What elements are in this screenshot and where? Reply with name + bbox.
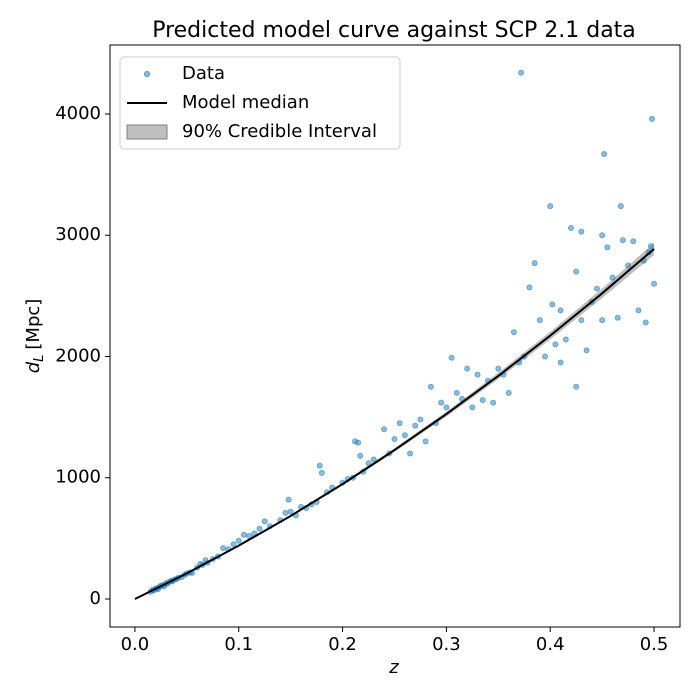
legend-label: Data xyxy=(182,63,225,84)
x-tick-label: 0.3 xyxy=(432,634,461,655)
data-point xyxy=(578,228,585,235)
data-point xyxy=(567,224,574,231)
data-point xyxy=(604,244,611,251)
y-tick-label: 2000 xyxy=(55,345,101,366)
data-point xyxy=(474,371,481,378)
data-point xyxy=(443,404,450,411)
y-tick-label: 4000 xyxy=(55,103,101,124)
legend-label: 90% Credible Interval xyxy=(182,121,377,142)
data-point xyxy=(617,203,624,210)
x-tick-label: 0.0 xyxy=(121,634,150,655)
data-point xyxy=(557,307,564,314)
x-tick-label: 0.5 xyxy=(640,634,669,655)
data-point xyxy=(547,203,554,210)
data-point xyxy=(573,268,580,275)
data-point xyxy=(526,284,533,291)
legend-marker xyxy=(126,124,168,140)
data-point xyxy=(316,462,323,469)
median-line xyxy=(134,248,655,600)
data-point xyxy=(246,532,253,539)
data-point xyxy=(614,314,621,321)
data-point xyxy=(630,238,637,245)
data-point xyxy=(505,389,512,396)
data-point xyxy=(562,336,569,343)
data-point xyxy=(401,432,408,439)
credible-band xyxy=(134,242,655,599)
data-point xyxy=(647,243,654,250)
x-tick-label: 0.2 xyxy=(328,634,357,655)
data-point xyxy=(573,383,580,390)
data-point xyxy=(220,545,227,552)
data-point xyxy=(557,359,564,366)
y-axis-label: dL [Mpc] xyxy=(23,299,47,374)
data-point xyxy=(599,317,606,324)
y-label-symbol: d xyxy=(23,361,44,373)
data-point xyxy=(355,439,362,446)
data-point xyxy=(230,541,237,548)
data-point xyxy=(469,404,476,411)
x-tick-label: 0.1 xyxy=(224,634,253,655)
data-point xyxy=(464,365,471,372)
data-point xyxy=(453,389,460,396)
data-point xyxy=(235,537,242,544)
data-point xyxy=(370,456,377,463)
data-point xyxy=(625,262,632,269)
data-point xyxy=(651,280,658,287)
data-point xyxy=(417,416,424,423)
data-point xyxy=(635,307,642,314)
data-point xyxy=(365,460,372,467)
data-point xyxy=(549,301,556,308)
data-point xyxy=(552,341,559,348)
y-tick-label: 3000 xyxy=(55,224,101,245)
data-point xyxy=(593,285,600,292)
data-point xyxy=(479,397,486,404)
legend-label: Model median xyxy=(182,92,309,113)
data-point xyxy=(256,525,263,532)
x-axis-label: z xyxy=(388,657,399,678)
chart-title: Predicted model curve against SCP 2.1 da… xyxy=(152,18,636,43)
data-point xyxy=(583,347,590,354)
data-point xyxy=(285,496,292,503)
data-point xyxy=(438,399,445,406)
data-point xyxy=(599,232,606,239)
data-point xyxy=(642,319,649,326)
y-tick-label: 0 xyxy=(90,588,101,609)
data-point xyxy=(427,383,434,390)
y-label-subscript: L xyxy=(32,355,47,362)
legend-box xyxy=(119,56,401,150)
data-point xyxy=(510,329,517,336)
data-point xyxy=(648,115,655,122)
data-point xyxy=(357,452,364,459)
data-point xyxy=(518,69,525,76)
y-label-unit: [Mpc] xyxy=(23,299,44,350)
data-point xyxy=(240,531,247,538)
data-point xyxy=(396,420,403,427)
data-point xyxy=(495,365,502,372)
data-point xyxy=(578,317,585,324)
data-point xyxy=(422,438,429,445)
data-point xyxy=(619,237,626,244)
y-tick-label: 1000 xyxy=(55,467,101,488)
legend-marker xyxy=(143,70,151,78)
data-point xyxy=(448,354,455,361)
x-tick-label: 0.4 xyxy=(536,634,565,655)
data-point xyxy=(407,450,414,457)
data-point xyxy=(391,435,398,442)
data-point xyxy=(601,151,608,158)
data-point xyxy=(318,469,325,476)
data-point xyxy=(287,508,294,515)
data-point xyxy=(536,317,543,324)
data-point xyxy=(609,274,616,281)
data-point xyxy=(282,509,289,516)
data-point xyxy=(531,260,538,267)
data-point xyxy=(261,518,268,525)
data-point xyxy=(490,399,497,406)
plot-frame xyxy=(109,44,681,628)
data-point xyxy=(412,422,419,429)
data-point xyxy=(542,353,549,360)
data-point xyxy=(381,426,388,433)
